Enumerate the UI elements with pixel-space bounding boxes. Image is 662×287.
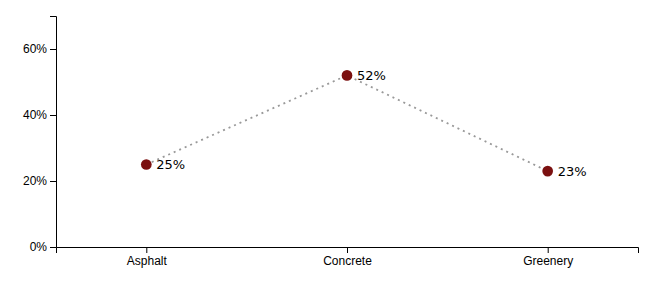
axis-line <box>50 17 57 248</box>
x-axis: Asphalt Concrete Greenery <box>57 247 639 268</box>
tick: 20% <box>23 174 56 188</box>
data-label: 23% <box>558 164 587 179</box>
tick-mark <box>347 247 348 253</box>
tick-mark <box>548 247 549 253</box>
data-label: 25% <box>156 157 185 172</box>
tick: 60% <box>23 42 56 56</box>
tick-mark <box>50 49 56 50</box>
data-labels: 25% 52% 23% <box>156 68 586 179</box>
tick-label: 60% <box>23 42 47 56</box>
tick-label: 20% <box>23 174 47 188</box>
tick-label: 0% <box>30 240 48 254</box>
plot: 0% 20% 40% 60% Asphalt Concrete Greenery 25% 52%… <box>23 17 639 268</box>
tick: Concrete <box>323 247 372 268</box>
y-axis: 0% 20% 40% 60% <box>23 17 57 255</box>
tick-label: 40% <box>23 108 47 122</box>
data-label: 52% <box>357 68 386 83</box>
tick: 0% <box>30 240 56 254</box>
tick-label: Concrete <box>323 254 372 268</box>
marks <box>141 70 553 176</box>
chart: 0% 20% 40% 60% Asphalt Concrete Greenery 25% 52%… <box>0 0 662 287</box>
axis-line <box>57 248 639 254</box>
tick-mark <box>50 115 56 116</box>
point <box>542 166 553 177</box>
point <box>141 159 152 170</box>
tick-mark <box>50 247 56 248</box>
tick-mark <box>146 247 147 253</box>
point <box>342 70 353 81</box>
tick-mark <box>50 181 56 182</box>
tick-label: Asphalt <box>127 254 168 268</box>
tick-label: Greenery <box>523 254 573 268</box>
tick: 40% <box>23 108 56 122</box>
tick: Asphalt <box>127 247 168 268</box>
tick: Greenery <box>523 247 573 268</box>
line <box>146 75 547 171</box>
